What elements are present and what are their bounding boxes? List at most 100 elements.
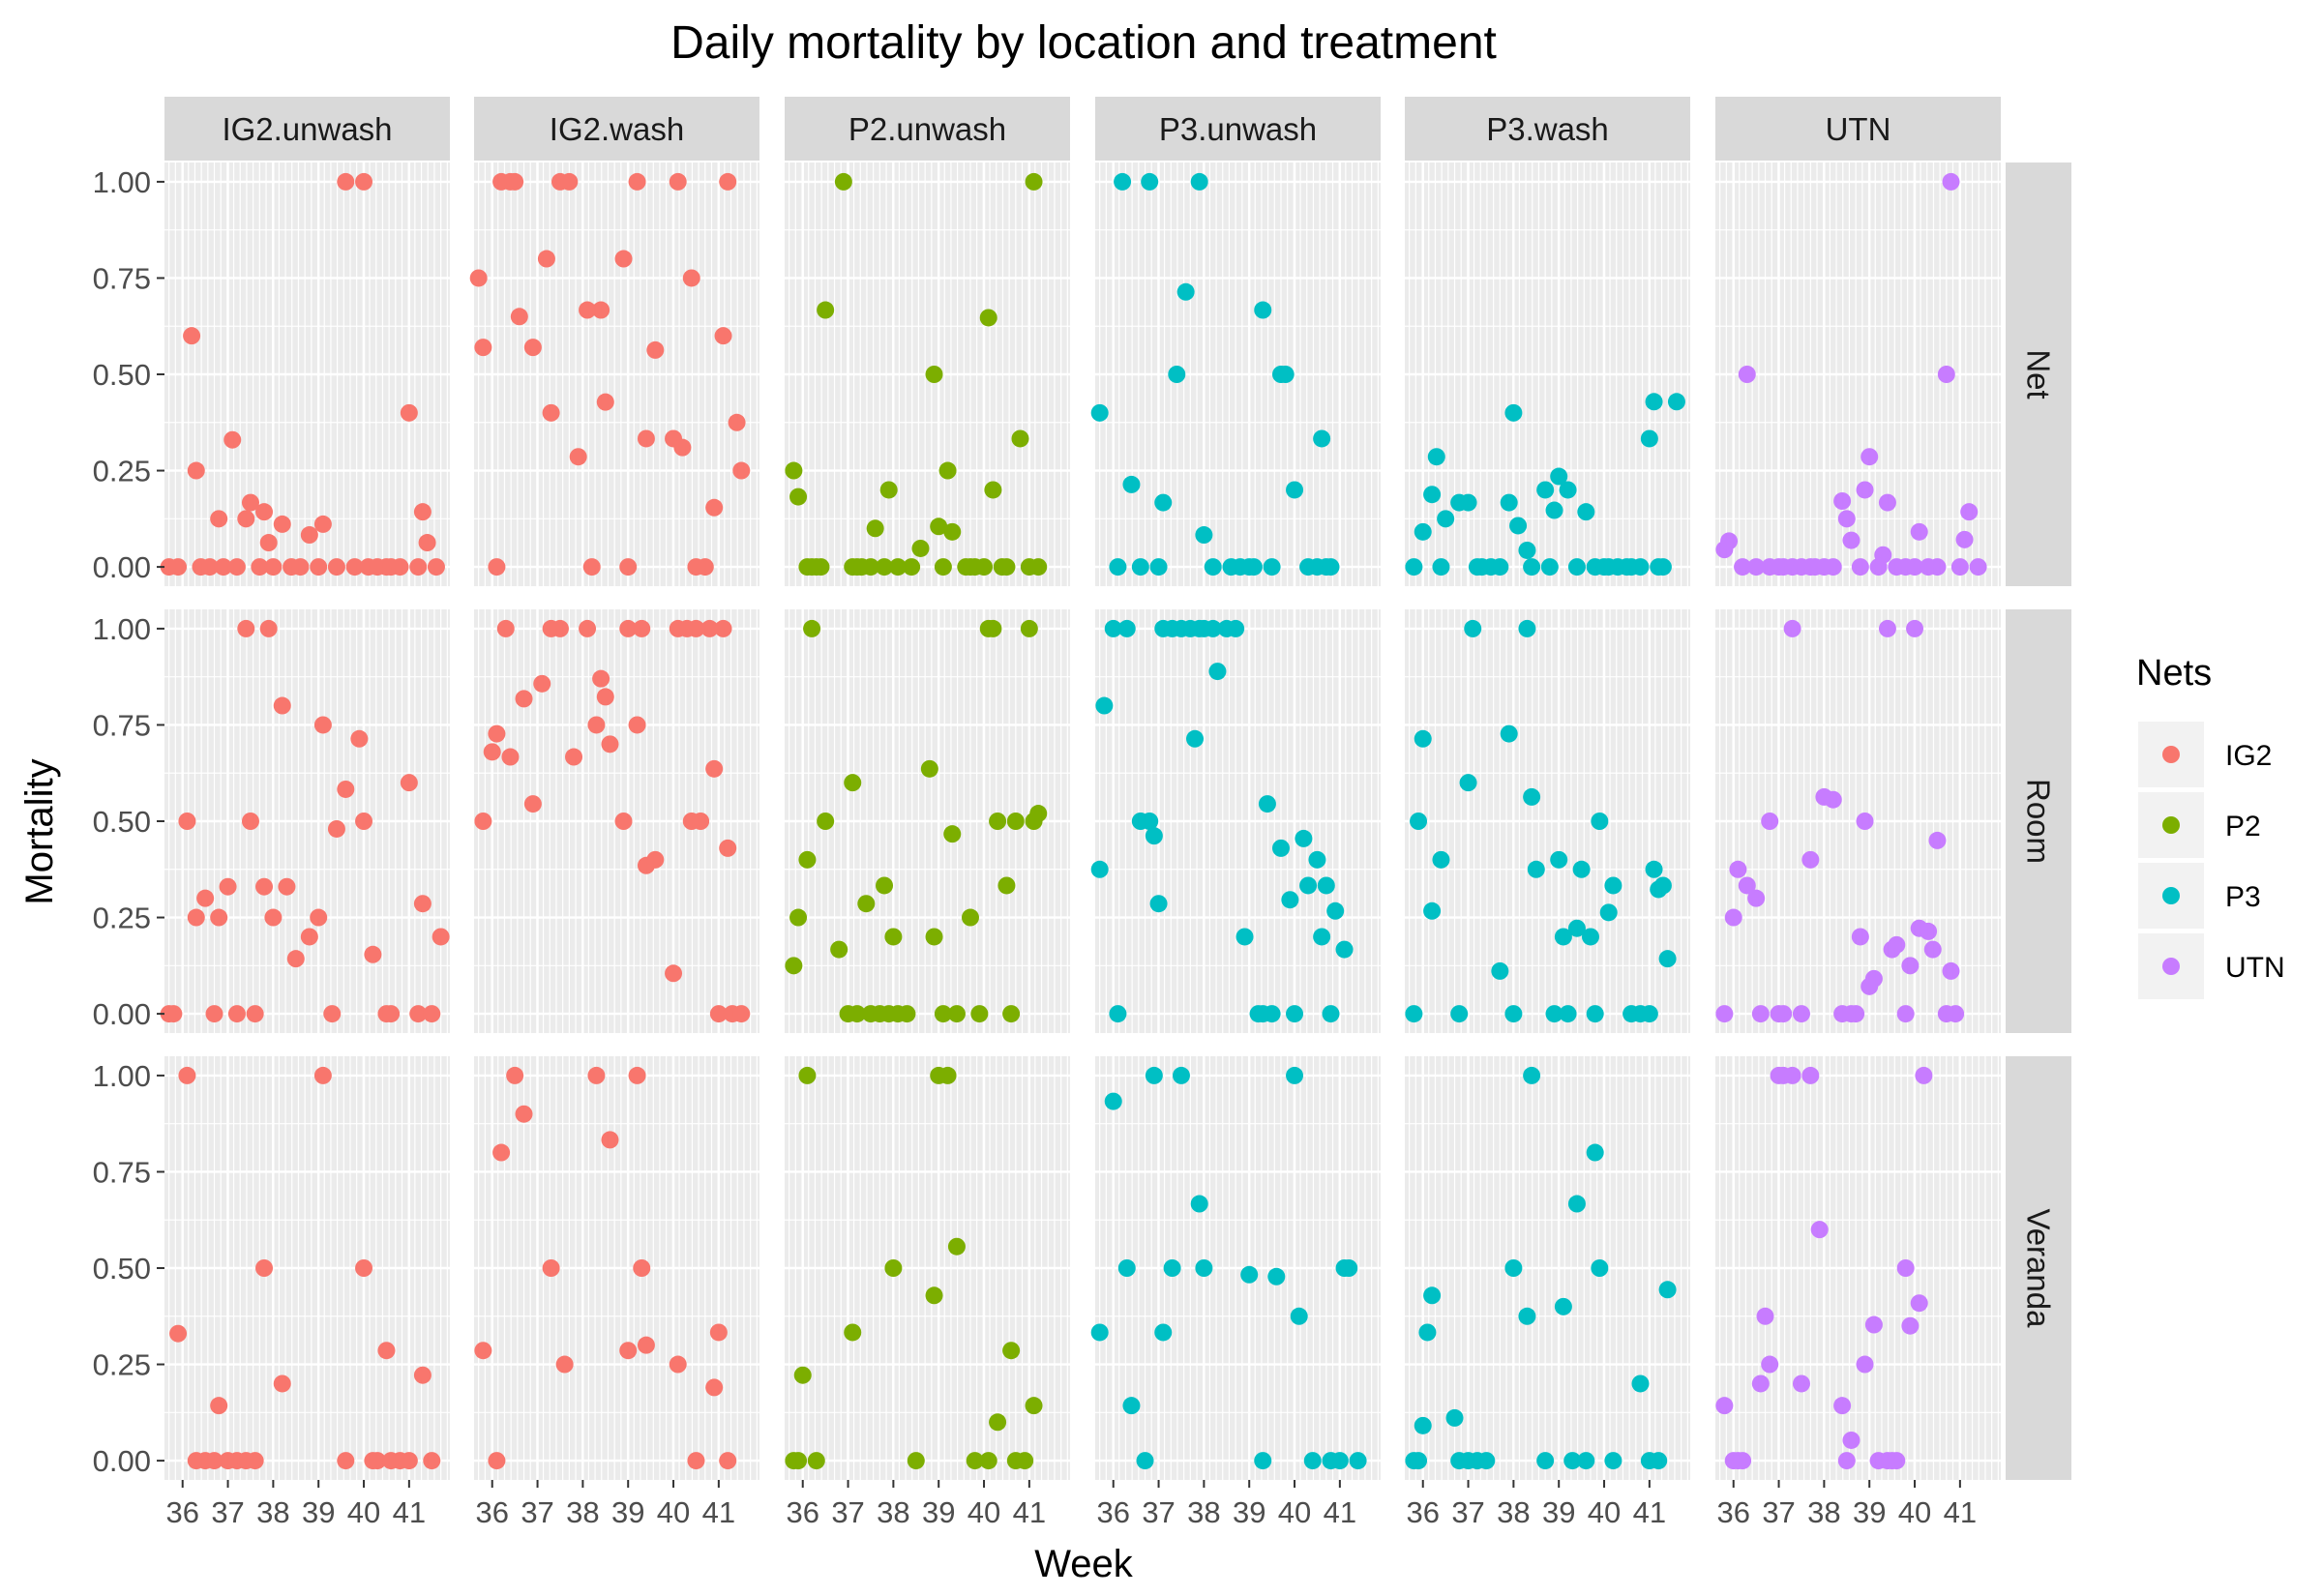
data-point <box>488 558 506 576</box>
x-tick-label: 40 <box>1898 1495 1931 1529</box>
data-point <box>1244 558 1263 576</box>
data-point <box>1195 1259 1213 1277</box>
data-point <box>1518 619 1536 637</box>
data-point <box>1901 957 1920 975</box>
data-point <box>1477 1452 1496 1470</box>
data-point <box>1842 1431 1861 1449</box>
data-point <box>633 1259 651 1277</box>
data-point <box>1313 429 1331 448</box>
data-point <box>984 481 1002 499</box>
data-point <box>164 1005 183 1023</box>
data-point <box>327 819 345 838</box>
x-tick-label: 39 <box>302 1495 335 1529</box>
data-point <box>934 558 952 576</box>
data-point <box>1090 1323 1109 1342</box>
data-point <box>1761 813 1779 830</box>
panel-P3.wash-Net <box>1405 163 1690 586</box>
x-tick-label: 38 <box>566 1495 599 1529</box>
panel-P3.wash-Veranda: 36 37 38 39 40 41 <box>1405 1056 1690 1529</box>
data-point <box>582 558 601 576</box>
data-point <box>1267 1267 1286 1286</box>
data-point <box>1025 1397 1043 1415</box>
data-point <box>1599 903 1618 922</box>
x-tick-label: 37 <box>211 1495 244 1529</box>
x-tick-label: 38 <box>1187 1495 1220 1529</box>
data-point <box>807 1452 825 1470</box>
facet-strip-label: Room <box>2021 779 2057 864</box>
data-point <box>646 850 665 869</box>
data-point <box>665 964 683 983</box>
data-point <box>210 908 228 927</box>
legend-label: IG2 <box>2225 740 2272 772</box>
data-point <box>423 1005 441 1023</box>
facet-strip-Veranda <box>2006 1056 2071 1480</box>
data-point <box>1864 969 1883 988</box>
data-point <box>259 534 278 552</box>
data-point <box>337 780 355 798</box>
data-point <box>300 928 318 946</box>
data-point <box>601 1131 619 1149</box>
data-point <box>1464 619 1482 637</box>
data-point <box>1168 366 1186 383</box>
data-point <box>310 908 328 927</box>
data-point <box>400 1452 418 1470</box>
data-point <box>1414 1416 1432 1434</box>
data-point <box>1960 503 1979 521</box>
data-point <box>227 1005 246 1023</box>
data-point <box>817 813 835 830</box>
data-point <box>223 430 242 449</box>
data-point <box>1500 493 1518 512</box>
data-point <box>1906 619 1924 637</box>
data-point <box>1751 1005 1770 1023</box>
data-point <box>1650 1452 1668 1470</box>
data-point <box>719 1452 737 1470</box>
data-point <box>587 716 606 734</box>
data-point <box>246 1452 264 1470</box>
data-point <box>592 669 610 688</box>
data-point <box>1204 558 1222 576</box>
data-point <box>1114 172 1132 191</box>
data-point <box>1423 486 1442 504</box>
data-point <box>1450 1005 1469 1023</box>
data-point <box>812 558 830 576</box>
data-point <box>501 748 520 766</box>
data-point <box>943 522 962 541</box>
data-point <box>1874 546 1892 564</box>
data-point <box>1591 813 1609 830</box>
data-point <box>1504 403 1523 422</box>
x-tick-label: 38 <box>1807 1495 1840 1529</box>
data-point <box>692 813 710 830</box>
data-point <box>409 558 428 576</box>
data-point <box>1235 928 1254 946</box>
data-point <box>1445 1408 1464 1427</box>
data-point <box>400 403 418 422</box>
data-point <box>313 515 332 533</box>
data-point <box>592 301 610 319</box>
facet-strip-IG2.wash <box>474 97 759 161</box>
data-point <box>1950 558 1969 576</box>
data-point <box>1109 558 1127 576</box>
y-tick-label: 0.75 <box>93 261 151 295</box>
data-point <box>1190 172 1208 191</box>
data-point <box>1761 1355 1779 1374</box>
data-point <box>178 813 196 830</box>
data-point <box>1163 1259 1181 1277</box>
data-point <box>1559 481 1577 499</box>
data-point <box>169 1324 188 1343</box>
data-point <box>1928 831 1947 849</box>
data-point <box>423 1452 441 1470</box>
data-point <box>1095 696 1114 715</box>
facet-strip-label: Net <box>2021 349 2057 399</box>
data-point <box>273 696 291 715</box>
facet-strip-label: UTN <box>1826 111 1891 147</box>
x-tick-label: 40 <box>1278 1495 1311 1529</box>
facet-strip-P2.unwash <box>785 97 1070 161</box>
data-point <box>844 774 862 792</box>
data-point <box>1581 928 1599 946</box>
data-point <box>989 813 1007 830</box>
data-point <box>1536 1452 1555 1470</box>
facet-strip-label: IG2.unwash <box>222 111 392 147</box>
x-tick-label: 36 <box>1406 1495 1439 1529</box>
data-point <box>1545 501 1563 519</box>
